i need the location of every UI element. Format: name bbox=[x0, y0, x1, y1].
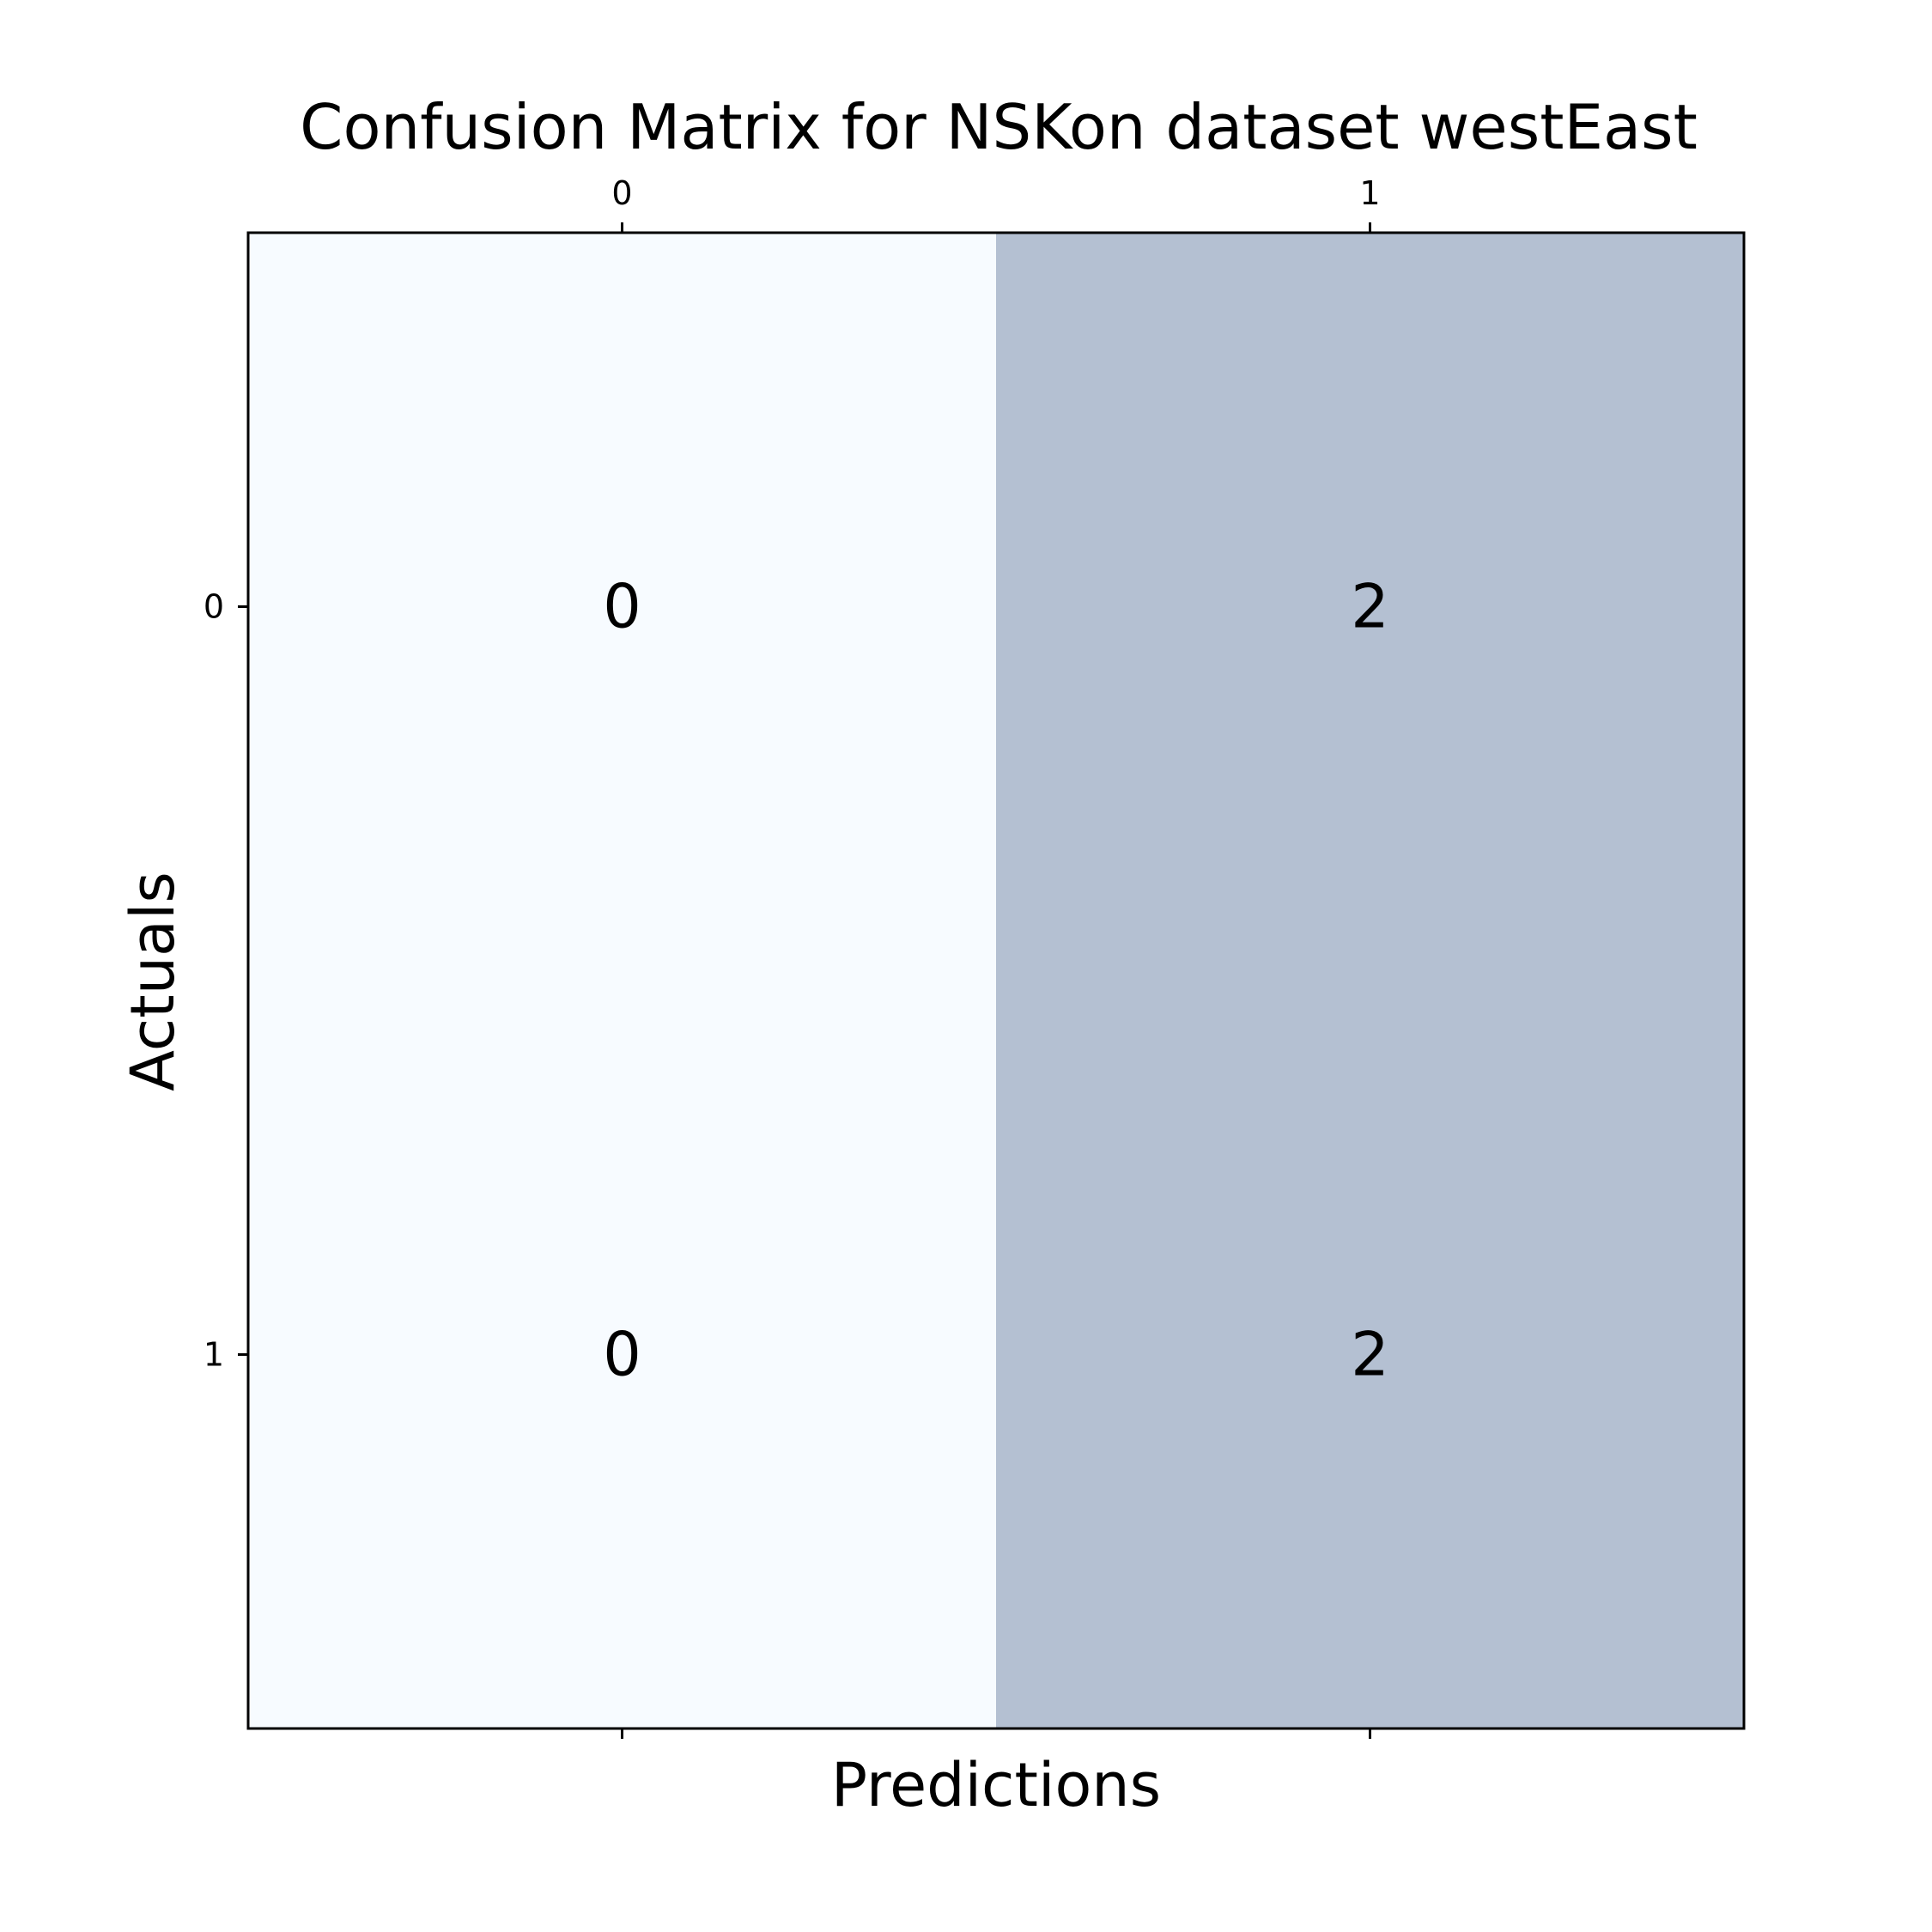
heatmap-cell-r0-c1 bbox=[996, 233, 1744, 981]
heatmap-cell-r1-c0 bbox=[248, 981, 996, 1728]
heatmap-cell-r0-c0 bbox=[248, 233, 996, 981]
chart-title: Confusion Matrix for NSKon dataset westE… bbox=[300, 91, 1698, 163]
axis-ticks: 0 1 0 1 bbox=[204, 174, 1381, 1739]
heatmap-cell-r1-c1 bbox=[996, 981, 1744, 1728]
plot-frame bbox=[246, 231, 1746, 1730]
cell-value-label-r0-c1: 2 bbox=[1351, 572, 1389, 642]
x-axis-label: Predictions bbox=[831, 1750, 1161, 1820]
cell-value-label-r0-c0: 0 bbox=[603, 572, 641, 642]
cell-value-label-r1-c0: 0 bbox=[603, 1320, 641, 1390]
y-tick-label-1: 1 bbox=[204, 1336, 224, 1374]
x-tick-label-1: 1 bbox=[1359, 174, 1380, 212]
x-tick-label-0: 0 bbox=[611, 174, 632, 212]
y-axis-label: Actuals bbox=[118, 872, 188, 1091]
cell-value-label-r1-c1: 2 bbox=[1351, 1320, 1389, 1390]
y-tick-label-0: 0 bbox=[204, 588, 224, 626]
heatmap-cells: 0 2 0 2 bbox=[248, 233, 1744, 1728]
